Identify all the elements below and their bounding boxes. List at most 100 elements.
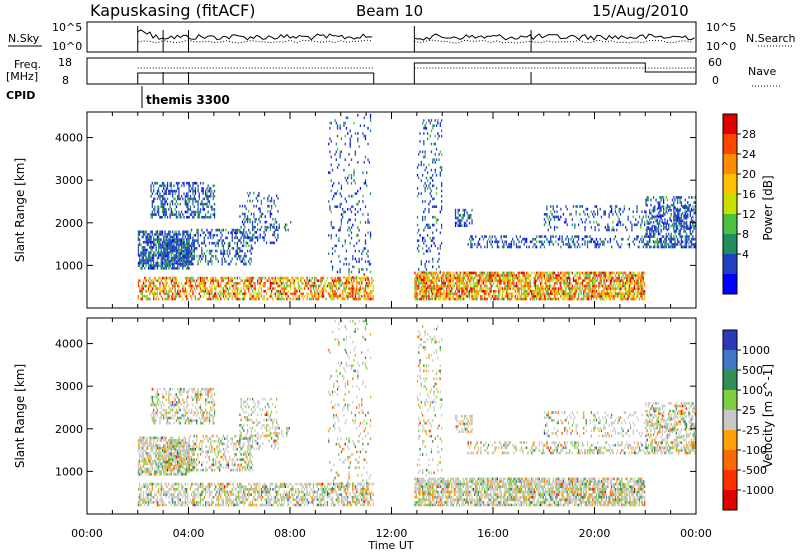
heatmap-cell [161, 289, 164, 293]
heatmap-cell [644, 223, 646, 227]
heatmap-cell [178, 197, 180, 201]
heatmap-cell [495, 276, 497, 280]
heatmap-cell [428, 284, 430, 288]
heatmap-cell [452, 287, 454, 290]
heatmap-cell [364, 155, 367, 159]
heatmap-cell [694, 245, 696, 249]
heatmap-cell [481, 235, 483, 238]
heatmap-cell [273, 241, 275, 245]
heatmap-cell [520, 292, 523, 296]
heatmap-cell [461, 295, 463, 298]
heatmap-cell [674, 211, 676, 215]
heatmap-cell [441, 292, 443, 296]
heatmap-cell [144, 282, 146, 285]
heatmap-cell [192, 210, 194, 214]
heatmap-cell [295, 287, 297, 290]
heatmap-cell [564, 271, 566, 275]
heatmap-cell [495, 295, 497, 298]
heatmap-cell [668, 232, 670, 236]
heatmap-cell [534, 237, 537, 241]
heatmap-cell [465, 271, 467, 275]
heatmap-cell [348, 194, 350, 198]
heatmap-cell [576, 287, 578, 290]
heatmap-cell [367, 221, 369, 224]
heatmap-cell [432, 223, 434, 227]
heatmap-cell [420, 289, 422, 292]
heatmap-cell [226, 276, 228, 280]
heatmap-cell [277, 292, 279, 296]
heatmap-cell [340, 187, 343, 190]
heatmap-cell [575, 287, 577, 290]
heatmap-cell [649, 230, 651, 233]
heatmap-cell [163, 289, 165, 293]
heatmap-cell [424, 292, 426, 296]
heatmap-cell [612, 287, 614, 290]
heatmap-cell [347, 291, 349, 295]
heatmap-cell [456, 274, 458, 277]
heatmap-cell [433, 289, 435, 293]
heatmap-cell [203, 284, 205, 288]
heatmap-cell [454, 289, 457, 293]
heatmap-cell [434, 205, 436, 209]
heatmap-cell [149, 251, 151, 255]
heatmap-cell [432, 284, 434, 288]
heatmap-cell [562, 279, 565, 283]
heatmap-cell [310, 279, 312, 283]
heatmap-cell [160, 238, 162, 241]
heatmap-cell [192, 181, 194, 185]
heatmap-cell [241, 244, 244, 248]
heatmap-cell [635, 287, 637, 290]
heatmap-cell [151, 181, 153, 185]
heatmap-cell [276, 282, 278, 285]
heatmap-cell [576, 205, 578, 208]
heatmap-cell [290, 279, 292, 283]
heatmap-cell [542, 287, 544, 290]
heatmap-cell [476, 243, 478, 246]
heatmap-cell [416, 247, 419, 250]
heatmap-cell [660, 217, 662, 220]
heatmap-cell [460, 287, 462, 290]
heatmap-cell [221, 292, 223, 296]
heatmap-cell [212, 213, 214, 216]
heatmap-cell [301, 295, 303, 298]
heatmap-cell [423, 242, 425, 245]
heatmap-cell [186, 267, 188, 270]
heatmap-cell [585, 297, 587, 301]
heatmap-cell [186, 282, 188, 285]
heatmap-cell [211, 208, 213, 211]
heatmap-cell [618, 245, 620, 249]
heatmap-cell [248, 260, 250, 263]
heatmap-cell [349, 292, 351, 296]
heatmap-cell [225, 260, 227, 263]
heatmap-cell [556, 276, 558, 280]
heatmap-cell [427, 171, 429, 175]
heatmap-cell [168, 233, 170, 236]
heatmap-cell [231, 284, 233, 288]
heatmap-cell [369, 297, 372, 301]
heatmap-cell [249, 236, 251, 240]
heatmap-cell [206, 287, 208, 290]
heatmap-cell [531, 292, 533, 296]
heatmap-cell [557, 297, 559, 301]
heatmap-cell [642, 271, 644, 275]
heatmap-cell [552, 287, 554, 290]
heatmap-cell [452, 279, 454, 283]
heatmap-cell [479, 287, 481, 290]
heatmap-cell [657, 206, 660, 210]
heatmap-cell [642, 292, 644, 296]
heatmap-cell [646, 222, 648, 225]
heatmap-cell [161, 208, 164, 211]
heatmap-cell [329, 137, 331, 141]
heatmap-cell [493, 274, 495, 277]
heatmap-cell [652, 240, 655, 244]
heatmap-cell [244, 279, 246, 283]
heatmap-cell [569, 245, 571, 249]
heatmap-cell [675, 235, 677, 238]
heatmap-cell [437, 276, 439, 280]
heatmap-cell [179, 213, 181, 216]
heatmap-cell [522, 292, 524, 296]
heatmap-cell [271, 241, 273, 245]
heatmap-cell [180, 210, 183, 214]
heatmap-cell [350, 158, 353, 162]
heatmap-cell [612, 297, 614, 301]
